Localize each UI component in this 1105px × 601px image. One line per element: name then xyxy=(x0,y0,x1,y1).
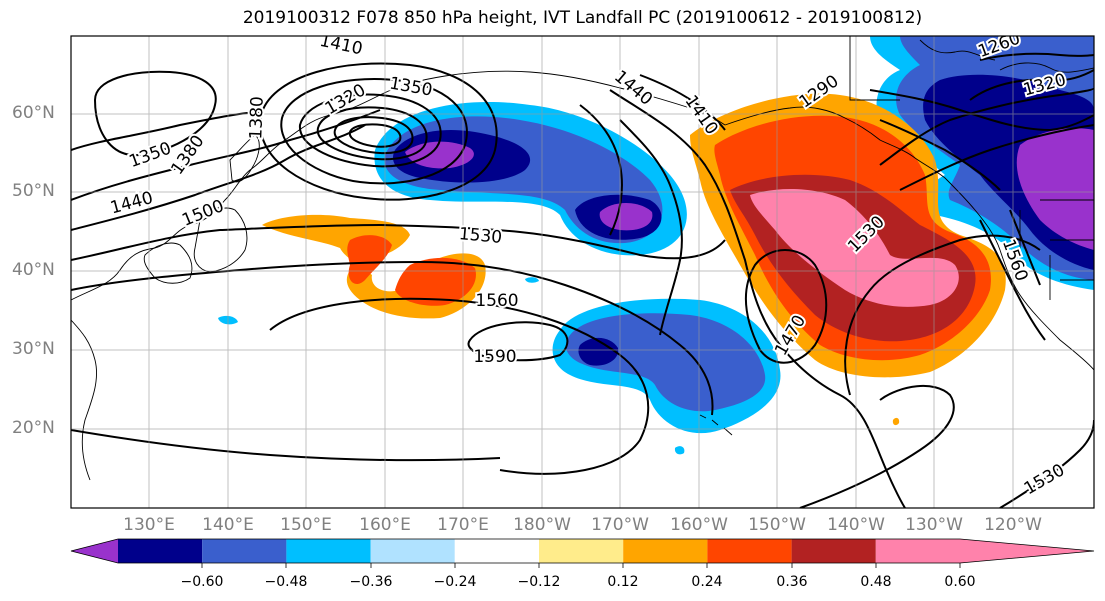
lon-label: 140°W xyxy=(827,515,885,535)
lon-label: 170°W xyxy=(591,515,649,535)
colorbar-tick-label: 0.60 xyxy=(944,574,976,590)
colorbar-tick-label: −0.12 xyxy=(517,574,561,590)
colorbar-tick-label: 0.12 xyxy=(607,574,639,590)
colorbar-tick-label: −0.48 xyxy=(264,574,308,590)
lon-label: 130°E xyxy=(123,515,175,535)
contour-label: 1530 xyxy=(458,224,503,248)
colorbar-tick-label: −0.36 xyxy=(349,574,393,590)
coastlines xyxy=(71,36,1094,481)
colorbar xyxy=(70,538,1095,568)
colorbar-tick-label: 0.24 xyxy=(691,574,723,590)
contour-label: 1560 xyxy=(475,291,518,311)
lon-label: 160°W xyxy=(670,515,728,535)
negative-anomaly-fill xyxy=(218,36,1094,455)
lat-label-30n: 30°N xyxy=(12,339,55,359)
colorbar-tick-label: 0.36 xyxy=(776,574,808,590)
lon-label: 120°W xyxy=(984,515,1042,535)
lon-label: 140°E xyxy=(202,515,254,535)
lon-label: 150°W xyxy=(748,515,806,535)
lon-label: 170°E xyxy=(437,515,489,535)
graticule xyxy=(71,36,1094,508)
lon-label: 180°W xyxy=(513,515,571,535)
contour-label: 1380 xyxy=(246,96,267,140)
colorbar-tick-label: −0.60 xyxy=(180,574,224,590)
lon-label: 160°E xyxy=(359,515,411,535)
map-area: 1410 1350 1320 1380 1440 1410 1290 1260 … xyxy=(71,31,1094,508)
positive-anomaly-fill xyxy=(262,93,1006,426)
lon-label: 150°E xyxy=(280,515,332,535)
contour-label: 1410 xyxy=(318,31,364,60)
lat-label-60n: 60°N xyxy=(12,103,55,123)
lat-label-20n: 20°N xyxy=(12,418,55,438)
map-title: 2019100312 F078 850 hPa height, IVT Land… xyxy=(242,8,923,28)
colorbar-tick-label: −0.24 xyxy=(433,574,477,590)
map-frame xyxy=(70,35,1095,509)
contour-label: 1590 xyxy=(473,347,516,367)
colorbar-tick-label: 0.48 xyxy=(860,574,892,590)
lat-label-40n: 40°N xyxy=(12,260,55,280)
height-contours xyxy=(71,52,1094,508)
lat-label-50n: 50°N xyxy=(12,181,55,201)
lon-label: 130°W xyxy=(905,515,963,535)
